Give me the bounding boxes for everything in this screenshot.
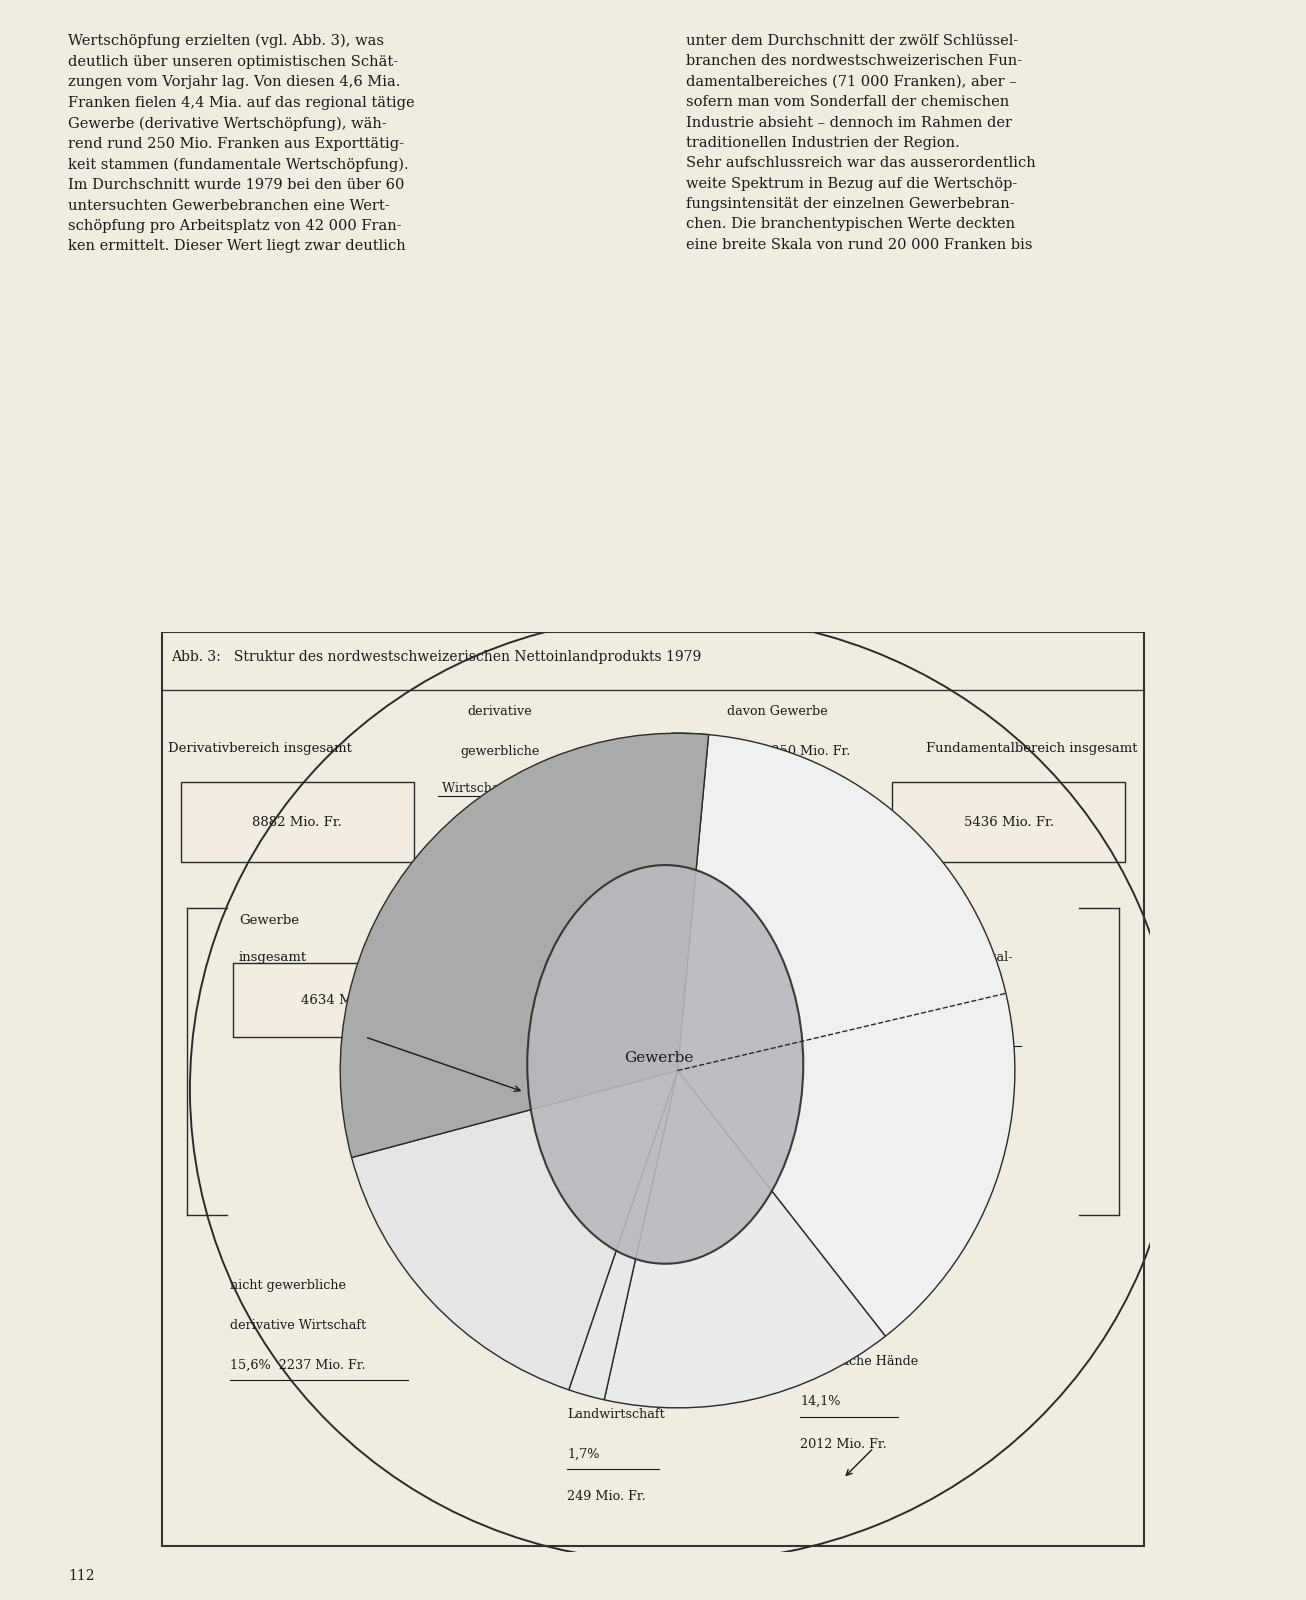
Text: 2012 Mio. Fr.: 2012 Mio. Fr. xyxy=(801,1438,887,1451)
Text: 15,6%  2237 Mio. Fr.: 15,6% 2237 Mio. Fr. xyxy=(230,1358,366,1371)
Text: derivative Wirtschaft: derivative Wirtschaft xyxy=(230,1318,366,1331)
Text: 8882 Mio. Fr.: 8882 Mio. Fr. xyxy=(252,816,342,829)
Text: derivative: derivative xyxy=(468,706,532,718)
Text: Gewerbe: Gewerbe xyxy=(624,1051,693,1066)
Bar xyxy=(232,963,460,1037)
Text: unter dem Durchschnitt der zwölf Schlüssel-
branchen des nordwestschweizerischen: unter dem Durchschnitt der zwölf Schlüss… xyxy=(686,34,1036,251)
Text: Landwirtschaft: Landwirtschaft xyxy=(567,1408,665,1421)
Wedge shape xyxy=(568,1070,678,1400)
Text: nicht gewerbliche: nicht gewerbliche xyxy=(230,1278,346,1291)
Text: 4634 Mio. Fr.: 4634 Mio. Fr. xyxy=(302,994,392,1006)
Text: davon Gewerbe: davon Gewerbe xyxy=(726,706,827,718)
Wedge shape xyxy=(351,1070,678,1390)
Text: 1,7%: 1,7% xyxy=(567,1448,599,1461)
Text: Wirtschaft  30,6%: Wirtschaft 30,6% xyxy=(441,782,558,795)
Text: 5436 Mio. Fr.: 5436 Mio. Fr. xyxy=(923,1067,1010,1080)
Text: Gewerbe: Gewerbe xyxy=(239,914,299,926)
Bar xyxy=(180,782,414,862)
Text: Chemie 19,9%: Chemie 19,9% xyxy=(862,1178,955,1190)
Text: 38,0%: 38,0% xyxy=(923,1024,964,1037)
Text: Abb. 3:   Struktur des nordwestschweizerischen Nettoinlandprodukts 1979: Abb. 3: Struktur des nordwestschweizeris… xyxy=(171,651,701,664)
Text: 14,1%: 14,1% xyxy=(801,1395,841,1408)
Wedge shape xyxy=(678,734,1015,1336)
Text: gewerbliche: gewerbliche xyxy=(460,746,539,758)
Wedge shape xyxy=(340,733,709,1157)
Text: 112: 112 xyxy=(68,1570,94,1582)
Text: Wertschöpfung erzielten (vgl. Abb. 3), was
deutlich über unseren optimistischen : Wertschöpfung erzielten (vgl. Abb. 3), w… xyxy=(68,34,414,253)
Text: 4384 Mio. Fr.: 4384 Mio. Fr. xyxy=(456,822,543,835)
Text: 1,7%   250 Mio. Fr.: 1,7% 250 Mio. Fr. xyxy=(726,746,850,758)
Bar xyxy=(892,782,1126,862)
Text: insgesamt: insgesamt xyxy=(239,950,307,963)
Text: 249 Mio. Fr.: 249 Mio. Fr. xyxy=(567,1490,646,1504)
Text: 5436 Mio. Fr.: 5436 Mio. Fr. xyxy=(964,816,1054,829)
Ellipse shape xyxy=(528,866,803,1264)
Text: Öffentliche Hände: Öffentliche Hände xyxy=(801,1355,918,1368)
Text: bereich: bereich xyxy=(923,987,972,1000)
Text: Fundamentalbereich insgesamt: Fundamentalbereich insgesamt xyxy=(926,742,1138,755)
Wedge shape xyxy=(605,1070,885,1408)
Wedge shape xyxy=(671,733,709,1070)
Text: 2843 Mio. Fr.: 2843 Mio. Fr. xyxy=(862,1218,948,1230)
Text: Derivativbereich insgesamt: Derivativbereich insgesamt xyxy=(168,742,353,755)
Text: Fundamental-: Fundamental- xyxy=(923,950,1012,963)
